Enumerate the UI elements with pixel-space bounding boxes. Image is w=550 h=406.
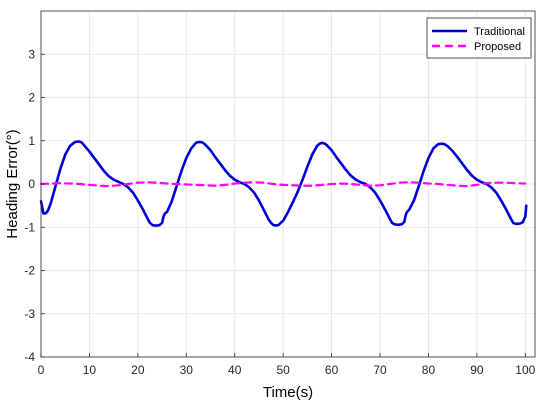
x-tick-label: 30 [180,363,194,377]
x-tick-label: 60 [325,363,339,377]
legend-label-traditional: Traditional [474,26,525,38]
series-line-proposed [39,181,527,188]
y-tick-label: 2 [28,91,35,105]
series-lines [39,140,528,227]
y-tick-label: -1 [24,220,35,234]
x-tick-label: 40 [228,363,242,377]
y-tick-label: 0 [28,177,35,191]
y-axis-title: Heading Error(°) [4,129,21,238]
x-tick-label: 50 [276,363,290,377]
y-tick-label: -4 [24,350,35,364]
series-line-traditional [39,140,528,227]
legend: Traditional Proposed [426,17,532,59]
axis-ticks: 0 10 20 30 40 50 60 70 80 90 100 -4 -3 -2 -1 0 1 2 3 [24,47,535,377]
y-tick-label: -3 [24,307,35,321]
legend-box [426,17,532,59]
x-axis-title: Time(s) [263,384,313,401]
legend-label-proposed: Proposed [474,41,521,53]
x-tick-label: 80 [422,363,436,377]
x-tick-label: 90 [470,363,484,377]
x-tick-label: 20 [131,363,145,377]
x-tick-label: 0 [38,363,45,377]
x-tick-label: 10 [83,363,97,377]
x-tick-label: 100 [515,363,535,377]
y-tick-label: -2 [24,264,35,278]
x-tick-label: 70 [373,363,387,377]
y-tick-label: 1 [28,134,35,148]
y-tick-label: 3 [28,47,35,61]
